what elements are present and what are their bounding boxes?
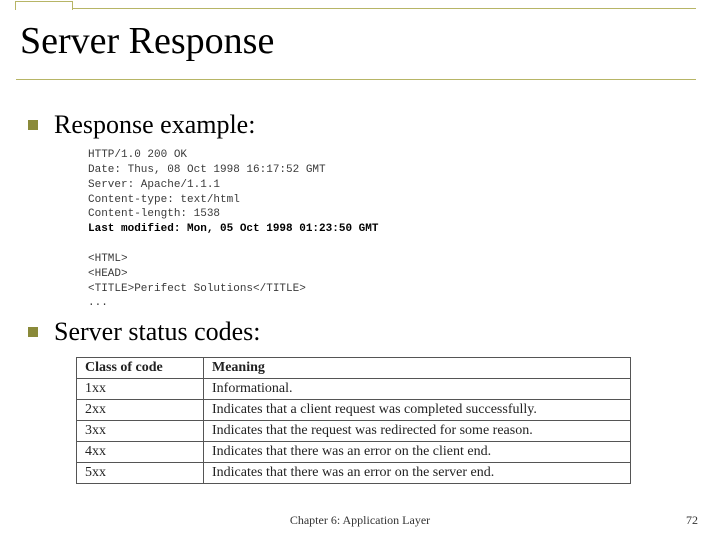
resp-line-bold: Last modified: Mon, 05 Oct 1998 01:23:50… — [88, 223, 378, 235]
slide-title: Server Response — [16, 9, 696, 63]
http-response-example: HTTP/1.0 200 OK Date: Thus, 08 Oct 1998 … — [88, 148, 696, 311]
resp-line: Content-type: text/html — [88, 194, 240, 206]
title-bar: Server Response — [16, 8, 696, 80]
table-row: 5xx Indicates that there was an error on… — [77, 463, 631, 484]
code-cell: 2xx — [77, 400, 204, 421]
resp-body-line: <TITLE>Perifect Solutions</TITLE> — [88, 283, 306, 295]
meaning-cell: Indicates that there was an error on the… — [204, 463, 631, 484]
meaning-cell: Indicates that the request was redirecte… — [204, 421, 631, 442]
table-row: 3xx Indicates that the request was redir… — [77, 421, 631, 442]
bullet-item: Response example: — [28, 110, 696, 140]
meaning-cell: Indicates that a client request was comp… — [204, 400, 631, 421]
square-bullet-icon — [28, 327, 38, 337]
footer-chapter: Chapter 6: Application Layer — [0, 513, 720, 528]
resp-body-line: ... — [88, 297, 108, 309]
table-row: 1xx Informational. — [77, 379, 631, 400]
resp-line: HTTP/1.0 200 OK — [88, 149, 187, 161]
table-header-code: Class of code — [77, 358, 204, 379]
table-header-meaning: Meaning — [204, 358, 631, 379]
status-codes-table-wrap: Class of code Meaning 1xx Informational.… — [76, 357, 696, 484]
slide-body: Response example: HTTP/1.0 200 OK Date: … — [28, 110, 696, 484]
code-cell: 4xx — [77, 442, 204, 463]
bullet-item: Server status codes: — [28, 317, 696, 347]
table-row: 2xx Indicates that a client request was … — [77, 400, 631, 421]
code-cell: 1xx — [77, 379, 204, 400]
footer-page-number: 72 — [686, 513, 698, 528]
resp-line: Content-length: 1538 — [88, 208, 220, 220]
title-tab-decoration — [15, 1, 73, 10]
status-codes-table: Class of code Meaning 1xx Informational.… — [76, 357, 631, 484]
resp-body-line: <HTML> — [88, 253, 128, 265]
square-bullet-icon — [28, 120, 38, 130]
code-cell: 5xx — [77, 463, 204, 484]
meaning-cell: Indicates that there was an error on the… — [204, 442, 631, 463]
table-header-row: Class of code Meaning — [77, 358, 631, 379]
table-row: 4xx Indicates that there was an error on… — [77, 442, 631, 463]
resp-line: Server: Apache/1.1.1 — [88, 179, 220, 191]
meaning-cell: Informational. — [204, 379, 631, 400]
resp-body-line: <HEAD> — [88, 268, 128, 280]
bullet-text-1: Response example: — [54, 110, 255, 140]
code-cell: 3xx — [77, 421, 204, 442]
resp-line: Date: Thus, 08 Oct 1998 16:17:52 GMT — [88, 164, 326, 176]
bullet-text-2: Server status codes: — [54, 317, 261, 347]
